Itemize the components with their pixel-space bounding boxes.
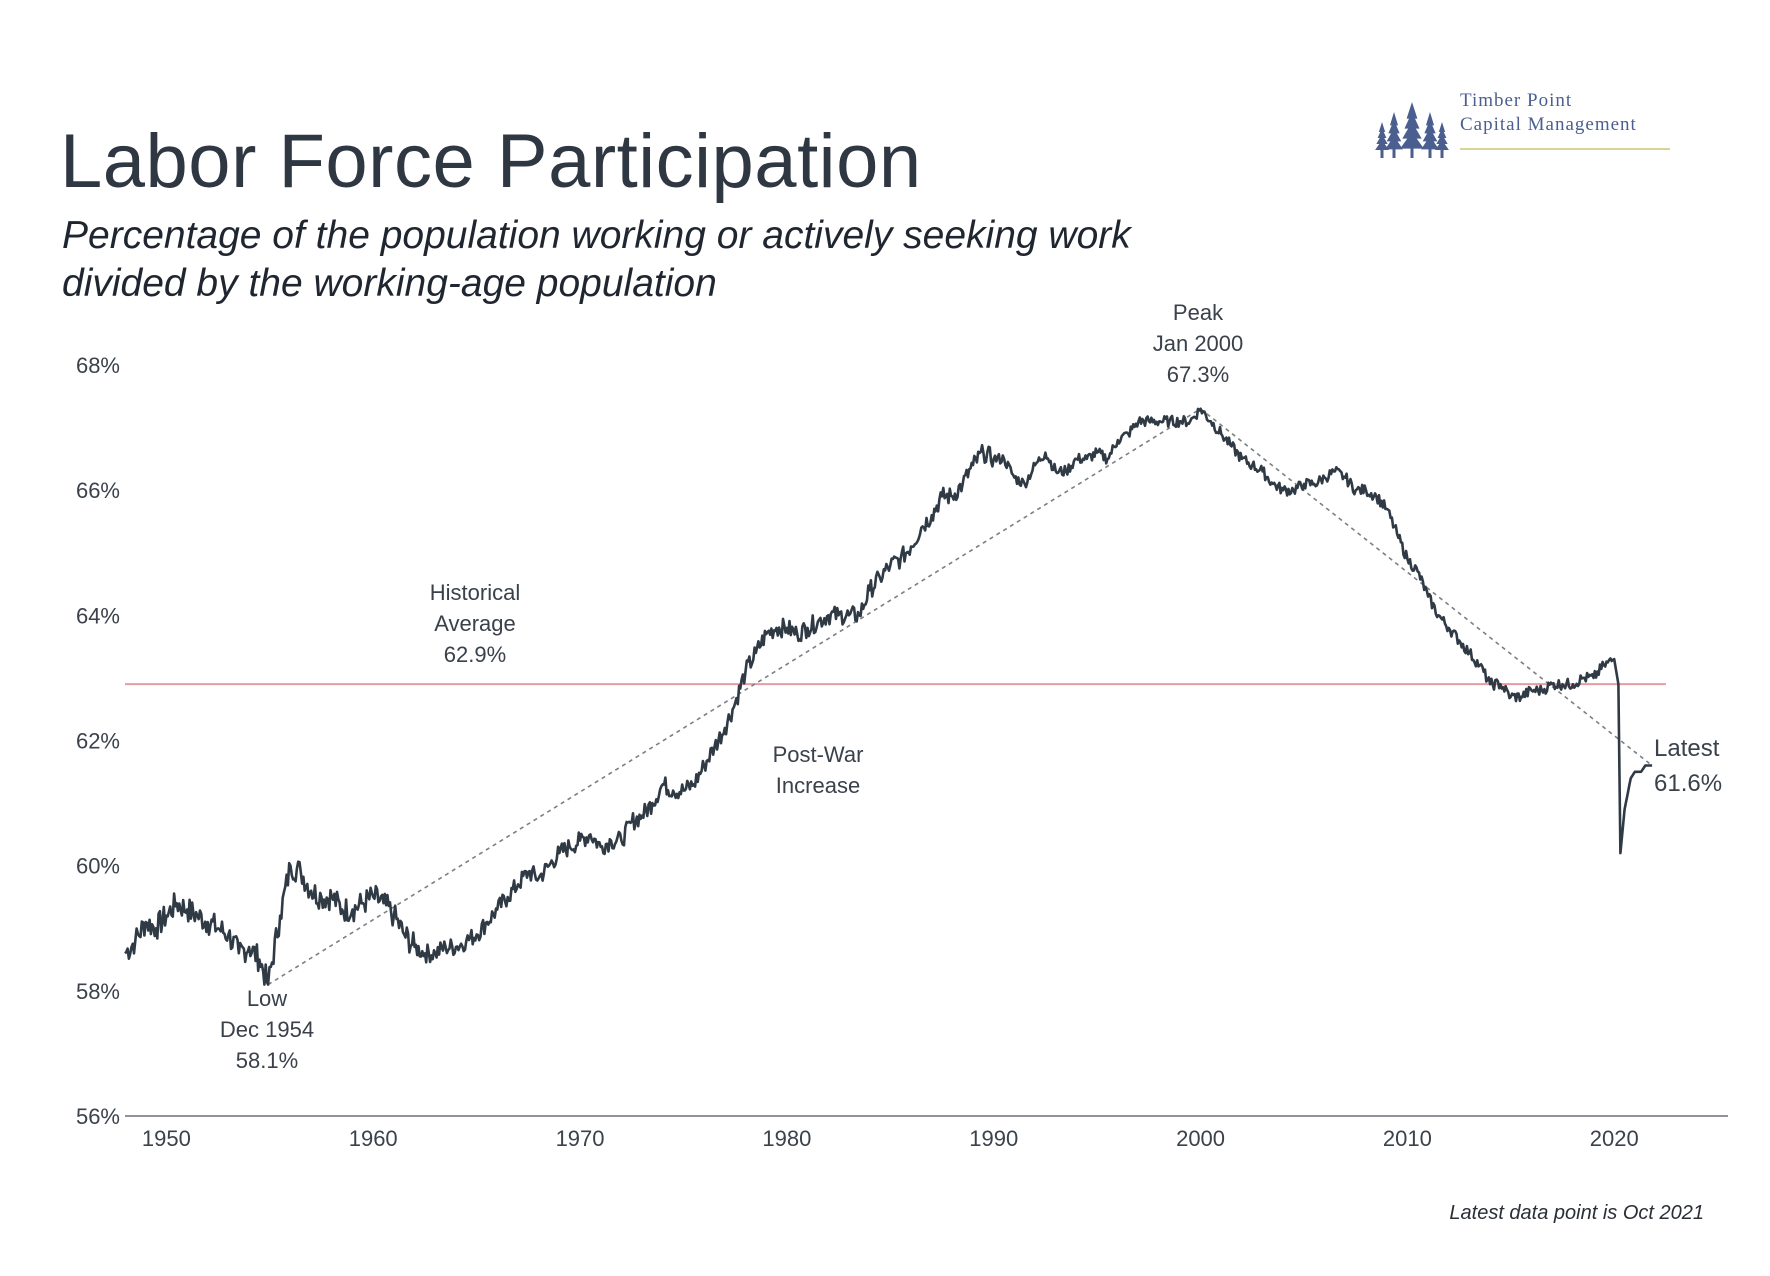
low-annotation-line-2: 58.1% — [236, 1048, 298, 1073]
pine-trunk-1 — [1392, 146, 1396, 158]
x-tick-label: 1950 — [142, 1126, 191, 1151]
average-annotation-line-2: 62.9% — [444, 642, 506, 667]
pine-trunk-3 — [1428, 146, 1432, 158]
company-logo: Timber Point Capital Management — [1372, 72, 1672, 162]
pine-trunk-4 — [1440, 146, 1444, 158]
chart-subtitle: Percentage of the population working or … — [62, 214, 1131, 305]
y-tick-label: 66% — [76, 478, 120, 503]
x-axis: 1950 1960 1970 1980 1990 2000 2010 2020 — [142, 1126, 1639, 1151]
average-annotation-line-1: Average — [434, 611, 516, 636]
pine-trees-icon — [1375, 102, 1449, 158]
x-tick-label: 2000 — [1176, 1126, 1225, 1151]
low-annotation-line-0: Low — [247, 986, 287, 1011]
trend-line — [267, 407, 1653, 986]
pine-trunk-2 — [1410, 146, 1414, 158]
average-annotation-line-0: Historical — [430, 580, 520, 605]
y-tick-label: 56% — [76, 1104, 120, 1129]
x-tick-label: 1990 — [969, 1126, 1018, 1151]
x-tick-label: 2010 — [1383, 1126, 1432, 1151]
postwar-annotation-line-1: Increase — [776, 773, 860, 798]
x-tick-label: 1970 — [556, 1126, 605, 1151]
y-tick-label: 68% — [76, 353, 120, 378]
pine-tree-2 — [1400, 102, 1424, 149]
logo-underline — [1460, 148, 1670, 150]
latest-annotation-line-0: Latest — [1654, 735, 1720, 762]
pine-tree-4 — [1435, 122, 1449, 150]
x-tick-label: 2020 — [1590, 1126, 1639, 1151]
x-tick-label: 1980 — [762, 1126, 811, 1151]
pine-tree-1 — [1385, 112, 1403, 150]
chart-title: Labor Force Participation — [60, 119, 922, 204]
pine-tree-3 — [1421, 112, 1439, 150]
y-tick-label: 58% — [76, 979, 120, 1004]
logo-line-1: Timber Point — [1460, 90, 1573, 111]
pine-tree-0 — [1375, 122, 1389, 150]
latest-annotation-line-1: 61.6% — [1654, 770, 1722, 797]
y-tick-label: 60% — [76, 854, 120, 879]
pine-trunk-0 — [1380, 146, 1384, 158]
low-annotation-line-1: Dec 1954 — [220, 1017, 314, 1042]
y-tick-label: 64% — [76, 603, 120, 628]
postwar-annotation-line-0: Post-War — [773, 742, 864, 767]
peak-annotation-line-1: Jan 2000 — [1153, 331, 1244, 356]
peak-annotation-line-2: 67.3% — [1167, 362, 1229, 387]
x-tick-label: 1960 — [349, 1126, 398, 1151]
footnote: Latest data point is Oct 2021 — [1449, 1202, 1704, 1224]
series-line-participation — [124, 407, 1653, 986]
peak-annotation-line-0: Peak — [1173, 300, 1224, 325]
y-tick-label: 62% — [76, 729, 120, 754]
y-axis: 56% 58% 60% 62% 64% 66% 68% — [76, 353, 120, 1129]
annotations: Low Dec 1954 58.1% Peak Jan 2000 67.3% Histori… — [220, 300, 1722, 1073]
logo-line-2: Capital Management — [1460, 114, 1637, 135]
